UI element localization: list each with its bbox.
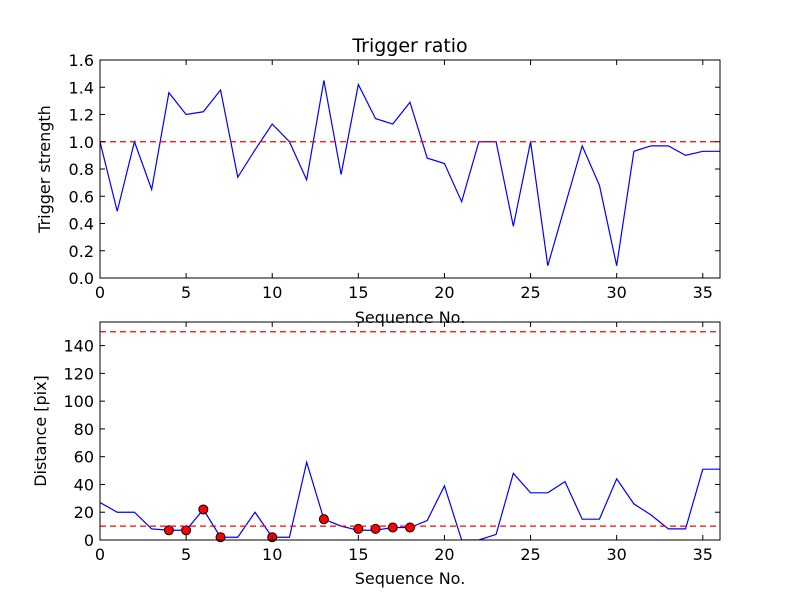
x-tick-label: 5 [181, 545, 191, 564]
x-axis-label: Sequence No. [355, 569, 466, 588]
y-tick-label: 60 [74, 448, 94, 467]
y-tick-label: 1.2 [69, 106, 94, 125]
plot-frame [99, 59, 721, 279]
data-point [198, 504, 209, 515]
y-tick-label: 100 [63, 392, 94, 411]
y-tick-label: 0.4 [69, 215, 94, 234]
y-tick-label: 40 [74, 475, 94, 494]
y-tick-label: 1.6 [69, 51, 94, 70]
x-tick-label: 10 [262, 283, 282, 302]
x-tick-label: 20 [434, 283, 454, 302]
x-tick-label: 20 [434, 545, 454, 564]
data-point [181, 525, 192, 536]
x-tick-label: 30 [606, 545, 626, 564]
x-tick-label: 30 [606, 283, 626, 302]
data-point [387, 522, 398, 533]
y-tick-label: 20 [74, 503, 94, 522]
x-axis-label: Sequence No. [355, 308, 466, 327]
x-tick-label: 25 [520, 283, 540, 302]
y-axis-label: Trigger strength [35, 105, 54, 234]
y-axis-label: Distance [pix] [31, 375, 50, 487]
y-tick-label: 0.0 [69, 269, 94, 288]
y-tick-label: 1.4 [69, 78, 94, 97]
y-tick-label: 0.6 [69, 187, 94, 206]
plot-frame [99, 321, 721, 541]
data-point [405, 522, 415, 533]
y-tick-label: 0.8 [69, 160, 94, 179]
data-point [215, 532, 226, 543]
chart-title: Trigger ratio [351, 35, 467, 57]
y-tick-label: 120 [63, 364, 94, 383]
x-tick-label: 5 [181, 283, 191, 302]
x-tick-label: 15 [348, 545, 368, 564]
x-tick-label: 15 [348, 283, 368, 302]
y-tick-label: 1.0 [69, 133, 94, 152]
x-tick-label: 0 [95, 283, 105, 302]
y-tick-label: 140 [63, 337, 94, 356]
y-tick-label: 0.2 [69, 242, 94, 261]
data-point [318, 514, 329, 525]
series-line [100, 80, 720, 266]
panel-bottom: 0 5 10 15 20 25 30 35 0 20 40 60 80 100 120 140 Sequence… [31, 321, 721, 588]
y-tick-label: 80 [74, 420, 94, 439]
x-tick-label: 10 [262, 545, 282, 564]
x-tick-label: 35 [693, 283, 713, 302]
y-tick-label: 0 [84, 531, 94, 550]
x-tick-label: 25 [520, 545, 540, 564]
x-tick-label: 0 [95, 545, 105, 564]
panel-top: 0 5 10 15 20 25 30 35 0.0 0.2 0.4 0.6 0.8 1.0 1.2 1.4 1.… [35, 35, 721, 327]
data-point [163, 525, 174, 536]
x-tick-label: 35 [693, 545, 713, 564]
